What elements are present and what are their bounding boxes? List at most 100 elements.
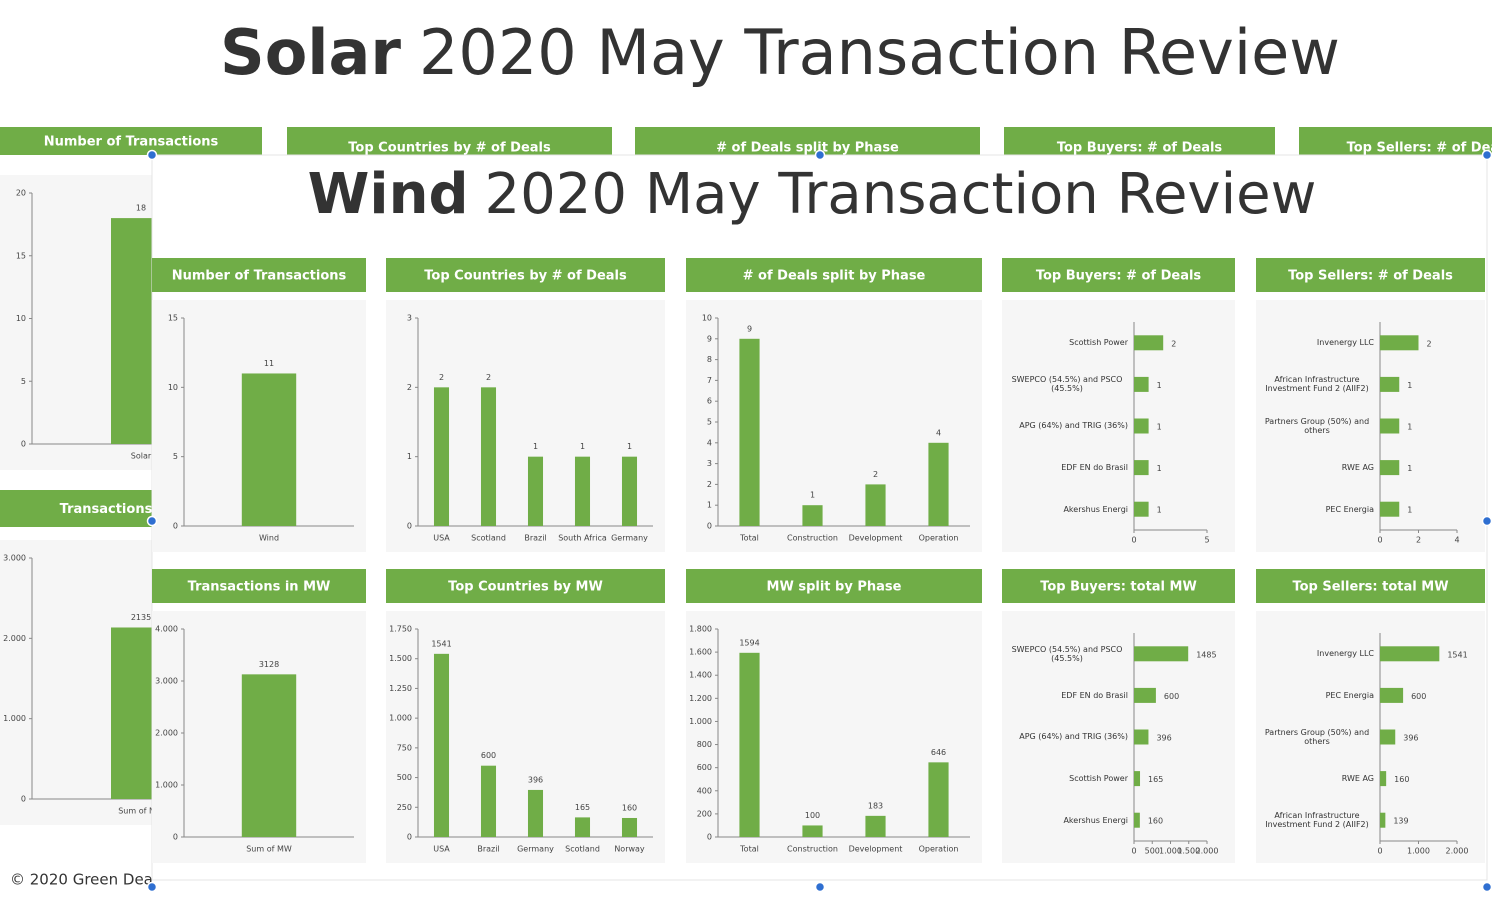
value-label: 1 [627, 442, 632, 451]
x-tick-label: Sum of MW [246, 845, 292, 854]
y-tick-label: 1.000 [3, 714, 26, 723]
value-label: 183 [868, 801, 883, 810]
bar [1134, 687, 1156, 703]
value-label: 600 [481, 751, 496, 760]
category-label-box: African Infrastructure Investment Fund 2… [1265, 375, 1369, 393]
category-label-box: EDF EN do Brasil [1061, 463, 1128, 472]
x-tick-label: Total [739, 845, 759, 854]
x-tick-label: Sum of MW [118, 807, 164, 816]
y-tick-label: 10 [702, 314, 712, 323]
category-label-box: Scottish Power [1069, 774, 1128, 783]
plot-area [386, 300, 665, 552]
handle[interactable] [814, 149, 826, 161]
x-tick-label: Operation [919, 845, 959, 854]
value-label: 2 [1171, 339, 1176, 348]
handle[interactable] [1481, 149, 1492, 161]
panel-title: Number of Transactions [172, 269, 347, 284]
y-tick-label: 5 [21, 377, 26, 386]
bar [621, 456, 638, 526]
category-label-box: EDF EN do Brasil [1061, 691, 1128, 700]
plot-area [1002, 300, 1235, 552]
x-tick-label: USA [433, 845, 450, 854]
bar [928, 442, 949, 526]
bar [1380, 418, 1400, 434]
x-tick-label: Development [849, 845, 903, 854]
header-bar [287, 127, 612, 155]
panel-header [1256, 258, 1485, 292]
category-label-box: African Infrastructure Investment Fund 2… [1265, 811, 1369, 830]
title-rest: 2020 May Transaction Review [419, 16, 1340, 89]
y-tick-label: 0 [707, 522, 712, 531]
y-tick-label: 1 [407, 452, 412, 461]
bar [241, 674, 297, 837]
panel-title: Number of Transactions [44, 135, 219, 150]
bar [574, 456, 591, 526]
value-label: 165 [575, 803, 590, 812]
panel-title: Top Sellers: # of Deals [1288, 269, 1453, 284]
solar-title: Solar 2020 May Transaction Review [220, 16, 1340, 89]
y-tick-label: 3.000 [155, 677, 178, 686]
value-label: 1 [1407, 506, 1412, 515]
value-label: 2 [486, 373, 491, 382]
handle[interactable] [146, 881, 158, 893]
panel-title: # of Deals split by Phase [743, 269, 926, 284]
x-tick-label: Germany [517, 845, 554, 854]
y-tick-label: 1.400 [689, 671, 712, 680]
x-tick-label: 2.000 [1446, 847, 1469, 856]
y-tick-label: 2 [707, 480, 712, 489]
y-tick-label: 5 [173, 452, 178, 461]
value-label: 160 [1148, 817, 1163, 826]
x-tick-label: 0 [1131, 536, 1136, 545]
bar [1134, 771, 1141, 787]
y-tick-label: 5 [707, 418, 712, 427]
value-label: 139 [1393, 817, 1408, 826]
plot-area [1256, 300, 1485, 552]
x-tick-label: 0 [1377, 847, 1382, 856]
y-tick-label: 750 [397, 743, 412, 752]
bar [1380, 729, 1396, 745]
y-tick-label: PEC Energia [1325, 504, 1374, 514]
handle[interactable] [146, 515, 158, 527]
handle[interactable] [146, 149, 158, 161]
x-tick-label: 1.000 [1159, 847, 1182, 856]
bar [1380, 376, 1400, 392]
bar [433, 653, 450, 837]
value-label: 1541 [1447, 650, 1467, 659]
bar [928, 762, 949, 837]
category-label-box: Invenergy LLC [1317, 338, 1374, 347]
y-tick-label: Scottish Power [1069, 774, 1128, 783]
value-label: 100 [805, 811, 820, 820]
panel-title: Top Buyers: total MW [1040, 580, 1197, 595]
bar [433, 387, 450, 526]
y-tick-label: 1.800 [689, 625, 712, 634]
x-tick-label: 1.500 [1177, 847, 1200, 856]
header-bar [1004, 127, 1275, 155]
value-label: 1 [533, 442, 538, 451]
x-tick-label: Construction [787, 845, 838, 854]
y-tick-label: 400 [697, 786, 712, 795]
y-tick-label: 15 [16, 251, 26, 260]
wind-title: Wind 2020 May Transaction Review [308, 162, 1317, 227]
y-tick-label: 8 [707, 355, 712, 364]
bar [1134, 501, 1149, 517]
y-tick-label: African Infrastructure Investment Fund 2… [1265, 811, 1369, 830]
value-label: 2 [439, 373, 444, 382]
handle[interactable] [814, 881, 826, 893]
handle[interactable] [1481, 515, 1492, 527]
bar [1380, 771, 1387, 787]
y-tick-label: 1.000 [689, 717, 712, 726]
y-tick-label: Partners Group (50%) and others [1264, 416, 1370, 435]
y-tick-label: 0 [21, 795, 26, 804]
x-tick-label: 0 [1377, 536, 1382, 545]
category-label-box: Partners Group (50%) and others [1264, 416, 1370, 435]
bar [480, 387, 497, 526]
bar [1380, 335, 1419, 351]
value-label: 1594 [739, 638, 759, 647]
bar [1380, 646, 1440, 662]
header-text: Top Buyers: # of Deals [1057, 141, 1223, 156]
x-tick-label: Construction [787, 534, 838, 543]
handle[interactable] [1481, 881, 1492, 893]
y-tick-label: 0 [707, 833, 712, 842]
header-bar [635, 127, 980, 155]
panel-title: Top Buyers: # of Deals [1036, 269, 1202, 284]
